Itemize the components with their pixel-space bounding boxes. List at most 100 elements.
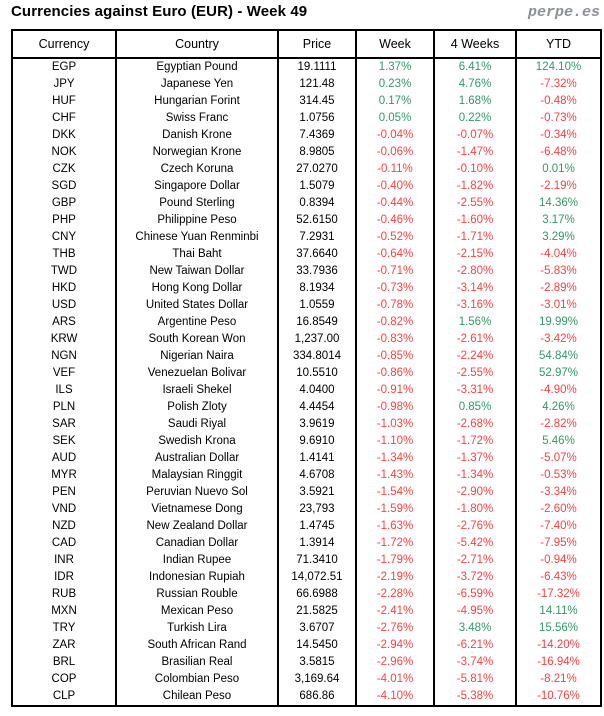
country-name: Turkish Lira <box>115 620 279 637</box>
table-row: PEN Peruvian Nuevo Sol 3.5921 -1.54% -2.… <box>11 484 602 501</box>
currency-code: DKK <box>11 127 117 144</box>
country-name: Venezuelan Bolivar <box>115 365 279 382</box>
price-value: 4.6708 <box>277 467 357 484</box>
ytd-change: -0.34% <box>515 127 602 144</box>
price-value: 1.3914 <box>277 535 357 552</box>
ytd-change: -0.53% <box>515 467 602 484</box>
week-change: -1.54% <box>355 484 435 501</box>
header-row: Currency Country Price Week 4 Weeks YTD <box>11 29 602 59</box>
country-name: Singapore Dollar <box>115 178 279 195</box>
currency-code: RUB <box>11 586 117 603</box>
currency-code: GBP <box>11 195 117 212</box>
ytd-change: -2.89% <box>515 280 602 297</box>
table-row: AUD Australian Dollar 1.4141 -1.34% -1.3… <box>11 450 602 467</box>
country-name: Brasilian Real <box>115 654 279 671</box>
four-weeks-change: -6.21% <box>433 637 517 654</box>
ytd-change: 15.56% <box>515 620 602 637</box>
ytd-change: -6.48% <box>515 144 602 161</box>
country-name: Russian Rouble <box>115 586 279 603</box>
table-row: TWD New Taiwan Dollar 33.7936 -0.71% -2.… <box>11 263 602 280</box>
price-value: 121.48 <box>277 76 357 93</box>
price-value: 3,169.64 <box>277 671 357 688</box>
ytd-change: -3.01% <box>515 297 602 314</box>
currency-code: INR <box>11 552 117 569</box>
four-weeks-change: -1.34% <box>433 467 517 484</box>
table-row: THB Thai Baht 37.6640 -0.64% -2.15% -4.0… <box>11 246 602 263</box>
currency-code: ZAR <box>11 637 117 654</box>
four-weeks-change: -5.42% <box>433 535 517 552</box>
week-change: 1.37% <box>355 58 435 76</box>
ytd-change: 4.26% <box>515 399 602 416</box>
currency-code: THB <box>11 246 117 263</box>
ytd-change: -3.42% <box>515 331 602 348</box>
week-change: -2.76% <box>355 620 435 637</box>
week-change: -0.44% <box>355 195 435 212</box>
currency-code: NGN <box>11 348 117 365</box>
four-weeks-change: -5.38% <box>433 688 517 706</box>
price-value: 3.9619 <box>277 416 357 433</box>
price-value: 3.6707 <box>277 620 357 637</box>
price-value: 7.4369 <box>277 127 357 144</box>
country-name: Mexican Peso <box>115 603 279 620</box>
week-change: -1.10% <box>355 433 435 450</box>
four-weeks-change: -5.81% <box>433 671 517 688</box>
currency-code: PEN <box>11 484 117 501</box>
country-name: Vietnamese Dong <box>115 501 279 518</box>
four-weeks-change: -2.55% <box>433 195 517 212</box>
ytd-change: 19.99% <box>515 314 602 331</box>
four-weeks-change: -4.95% <box>433 603 517 620</box>
currency-code: BRL <box>11 654 117 671</box>
price-value: 27.0270 <box>277 161 357 178</box>
table-row: TRY Turkish Lira 3.6707 -2.76% 3.48% 15.… <box>11 620 602 637</box>
price-value: 1,237.00 <box>277 331 357 348</box>
four-weeks-change: -2.15% <box>433 246 517 263</box>
ytd-change: 54.84% <box>515 348 602 365</box>
price-value: 8.1934 <box>277 280 357 297</box>
currency-code: MYR <box>11 467 117 484</box>
price-value: 16.8549 <box>277 314 357 331</box>
country-name: Argentine Peso <box>115 314 279 331</box>
currency-code: TRY <box>11 620 117 637</box>
country-name: Indian Rupee <box>115 552 279 569</box>
column-header-currency: Currency <box>11 29 117 59</box>
country-name: Peruvian Nuevo Sol <box>115 484 279 501</box>
four-weeks-change: -0.10% <box>433 161 517 178</box>
currency-code: PHP <box>11 212 117 229</box>
column-header-week: Week <box>355 29 435 59</box>
week-change: -0.71% <box>355 263 435 280</box>
week-change: -0.82% <box>355 314 435 331</box>
price-value: 23,793 <box>277 501 357 518</box>
price-value: 14,072.51 <box>277 569 357 586</box>
ytd-change: -7.95% <box>515 535 602 552</box>
price-value: 10.5510 <box>277 365 357 382</box>
column-header-price: Price <box>277 29 357 59</box>
ytd-change: -0.94% <box>515 552 602 569</box>
week-change: -1.79% <box>355 552 435 569</box>
week-change: -2.96% <box>355 654 435 671</box>
price-value: 7.2931 <box>277 229 357 246</box>
four-weeks-change: -1.72% <box>433 433 517 450</box>
ytd-change: -4.04% <box>515 246 602 263</box>
four-weeks-change: -3.14% <box>433 280 517 297</box>
week-change: -0.91% <box>355 382 435 399</box>
four-weeks-change: -2.71% <box>433 552 517 569</box>
week-change: -0.86% <box>355 365 435 382</box>
four-weeks-change: -3.31% <box>433 382 517 399</box>
country-name: Norwegian Krone <box>115 144 279 161</box>
table-row: MYR Malaysian Ringgit 4.6708 -1.43% -1.3… <box>11 467 602 484</box>
price-value: 1.4141 <box>277 450 357 467</box>
country-name: Chinese Yuan Renminbi <box>115 229 279 246</box>
country-name: New Taiwan Dollar <box>115 263 279 280</box>
country-name: Chilean Peso <box>115 688 279 706</box>
week-change: -2.19% <box>355 569 435 586</box>
table-row: NOK Norwegian Krone 8.9805 -0.06% -1.47%… <box>11 144 602 161</box>
ytd-change: -17.32% <box>515 586 602 603</box>
week-change: -0.83% <box>355 331 435 348</box>
country-name: Egyptian Pound <box>115 58 279 76</box>
table-row: RUB Russian Rouble 66.6988 -2.28% -6.59%… <box>11 586 602 603</box>
currency-code: CHF <box>11 110 117 127</box>
week-change: 0.05% <box>355 110 435 127</box>
country-name: Nigerian Naira <box>115 348 279 365</box>
four-weeks-change: -1.80% <box>433 501 517 518</box>
ytd-change: -5.83% <box>515 263 602 280</box>
